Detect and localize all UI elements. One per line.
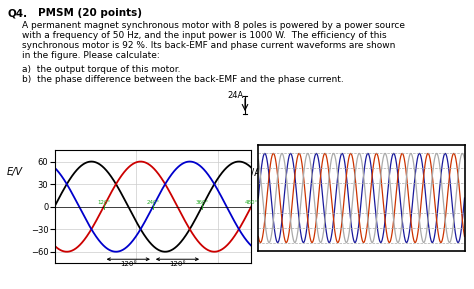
Text: a)  the output torque of this motor.: a) the output torque of this motor.: [22, 65, 181, 74]
Text: E/V: E/V: [7, 167, 23, 177]
Text: 24A: 24A: [228, 92, 244, 101]
Text: 480°: 480°: [245, 200, 258, 205]
Text: A permanent magnet synchronous motor with 8 poles is powered by a power source: A permanent magnet synchronous motor wit…: [22, 21, 405, 30]
Text: 120°: 120°: [169, 262, 186, 268]
Text: Phase 2: Phase 2: [107, 167, 137, 176]
Text: with a frequency of 50 Hz, and the input power is 1000 W.  The efficiency of thi: with a frequency of 50 Hz, and the input…: [22, 31, 387, 40]
Text: Q4.: Q4.: [8, 8, 28, 18]
Text: 120°: 120°: [97, 200, 110, 205]
Text: 240°: 240°: [146, 200, 159, 205]
Text: Phase3: Phase3: [153, 167, 181, 176]
Text: in the figure. Please calculate:: in the figure. Please calculate:: [22, 51, 160, 60]
Text: 360°: 360°: [195, 200, 209, 205]
Text: PMSM (20 points): PMSM (20 points): [38, 8, 142, 18]
Text: b)  the phase difference between the back-EMF and the phase current.: b) the phase difference between the back…: [22, 75, 344, 84]
Text: synchronous motor is 92 %. Its back-EMF and phase current waveforms are shown: synchronous motor is 92 %. Its back-EMF …: [22, 41, 395, 50]
Text: 120°: 120°: [120, 262, 137, 268]
Text: I/A  [8A/div]: I/A [8A/div]: [248, 167, 305, 177]
Text: Phase 1: Phase 1: [62, 167, 92, 176]
